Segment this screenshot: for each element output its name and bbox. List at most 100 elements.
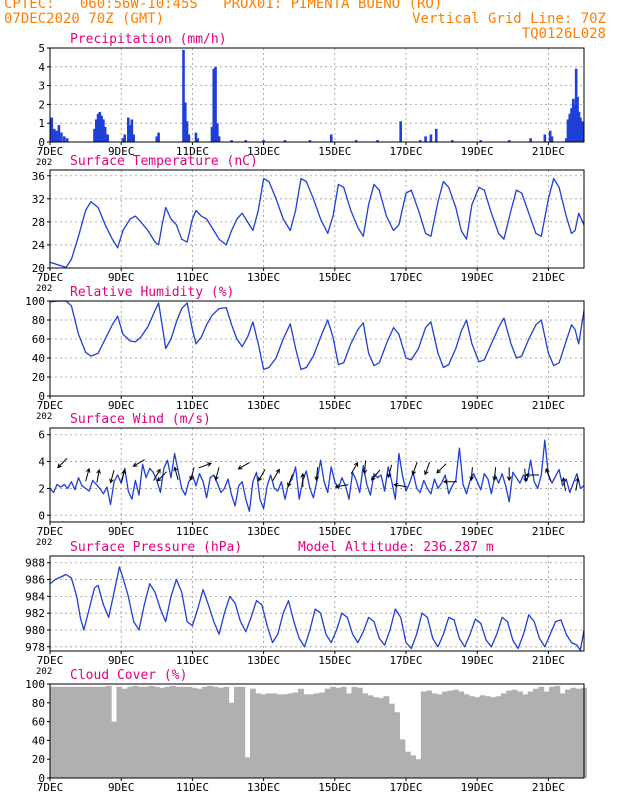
wind-direction-arrow: [258, 469, 266, 482]
precip-bar: [244, 140, 248, 142]
x-tick-label: 9DEC: [108, 654, 135, 667]
cloud-cover-bar: [378, 698, 385, 778]
precip-bar: [450, 140, 454, 142]
x-tick-label: 7DEC: [37, 781, 64, 794]
header-line3-right: TQ0126L028: [521, 26, 606, 42]
cloud-cover-bar: [356, 687, 363, 778]
x-tick-label: 13DEC: [247, 399, 280, 412]
cloud-cover-bar: [431, 693, 438, 778]
wind-direction-arrow: [156, 471, 168, 482]
x-tick-label: 19DEC: [461, 399, 494, 412]
y-tick-label: 36: [32, 170, 45, 183]
cloud-cover-bar: [479, 695, 486, 778]
year-stub-label: 202: [36, 667, 52, 677]
precip-bar: [210, 126, 214, 142]
precip-bar: [568, 113, 572, 142]
cloud-cover-bar: [420, 691, 427, 778]
wind-direction-arrow: [272, 468, 280, 481]
precip-bar: [574, 68, 578, 142]
year-stub-label: 202: [36, 412, 52, 422]
precip-bar: [566, 119, 570, 142]
header-line2-right: Vertical Grid Line: 70Z: [412, 11, 606, 27]
precip-bar: [230, 140, 233, 142]
cloud-cover-bar: [159, 687, 166, 778]
cloud-cover-bar: [175, 686, 182, 778]
wind-direction-arrow: [350, 461, 359, 475]
cloud-cover-bar: [207, 685, 214, 778]
cloud-cover-bar: [100, 686, 107, 778]
cloud-cover-bar: [105, 685, 112, 778]
precip-bar: [399, 121, 402, 142]
precip-bar: [564, 138, 568, 142]
year-stub-label: 202: [36, 284, 52, 294]
cloud-cover-bar: [265, 693, 272, 778]
wind-direction-arrow: [442, 479, 457, 485]
x-tick-label: 15DEC: [318, 399, 351, 412]
wind-direction-arrow: [545, 467, 552, 482]
y-tick-label: 1: [38, 117, 45, 130]
x-tick-label: 11DEC: [176, 399, 209, 412]
wind-direction-arrow: [189, 467, 195, 481]
cloud-cover-bar: [447, 690, 454, 778]
wind-direction-arrow: [436, 463, 447, 474]
wind-frame: [49, 427, 585, 523]
precip-bar: [570, 108, 573, 142]
x-tick-label: 17DEC: [389, 145, 422, 158]
cloud-cover-bar: [559, 693, 566, 778]
precip-bar: [329, 134, 333, 142]
x-tick-label: 11DEC: [176, 525, 209, 538]
wind-direction-arrow: [575, 476, 580, 491]
wind-direction-arrow: [393, 482, 408, 488]
cloud-cover-bar: [367, 695, 374, 778]
cloud-cover-bar: [532, 688, 539, 778]
precip-bar: [94, 119, 98, 142]
y-tick-label: 3: [38, 80, 45, 93]
cloud-cover-bar: [116, 686, 123, 778]
x-tick-label: 21DEC: [532, 399, 565, 412]
precip-bar: [354, 140, 358, 142]
wind-direction-arrow: [469, 467, 474, 482]
precip-bar: [183, 102, 187, 142]
cloud-cover-bar: [95, 686, 102, 778]
precip-bar: [155, 136, 159, 142]
precip-bar: [55, 130, 58, 142]
y-tick-label: 984: [25, 590, 45, 603]
precip-bar: [98, 111, 102, 142]
wind-direction-arrow: [411, 462, 418, 476]
x-tick-label: 9DEC: [108, 271, 135, 284]
x-tick-label: 7DEC: [37, 399, 64, 412]
cloud-cover-bar: [468, 696, 475, 778]
wind-direction-arrow: [424, 462, 431, 476]
y-tick-label: 982: [25, 607, 45, 620]
cloud-cover-bar: [73, 686, 80, 778]
cloud-cover-bar: [324, 688, 331, 778]
cloud-cover-bar: [335, 687, 342, 778]
cloud-cover-bar: [351, 686, 358, 778]
cloud-cover-bar: [143, 686, 150, 778]
precip-bar: [102, 119, 105, 142]
precip-bar: [308, 140, 312, 142]
cloud-cover-bar: [415, 759, 422, 778]
x-tick-label: 15DEC: [318, 145, 351, 158]
cloud-cover-bar: [137, 686, 144, 778]
cloud-cover-bar: [458, 691, 465, 778]
cloud-cover-bar: [308, 694, 315, 778]
wind-direction-arrow: [561, 476, 567, 491]
cloud-cover-bar: [164, 686, 171, 778]
x-tick-label: 9DEC: [108, 781, 135, 794]
cloud-cover-bar: [522, 694, 529, 778]
x-tick-label: 21DEC: [532, 525, 565, 538]
precip-bar: [127, 117, 130, 142]
cloud-cover-bar: [260, 694, 267, 778]
x-tick-label: 19DEC: [461, 271, 494, 284]
precip-bar: [50, 117, 54, 142]
cloud-cover-bar: [543, 691, 550, 778]
y-tick-label: 980: [25, 624, 45, 637]
temp-frame: [49, 169, 585, 269]
precip-bar: [529, 138, 532, 142]
cloud-cover-bar: [121, 688, 128, 778]
precip-bar: [185, 121, 189, 142]
cloud-cover-bar: [314, 693, 320, 778]
cloud-cover-bar: [228, 702, 235, 778]
